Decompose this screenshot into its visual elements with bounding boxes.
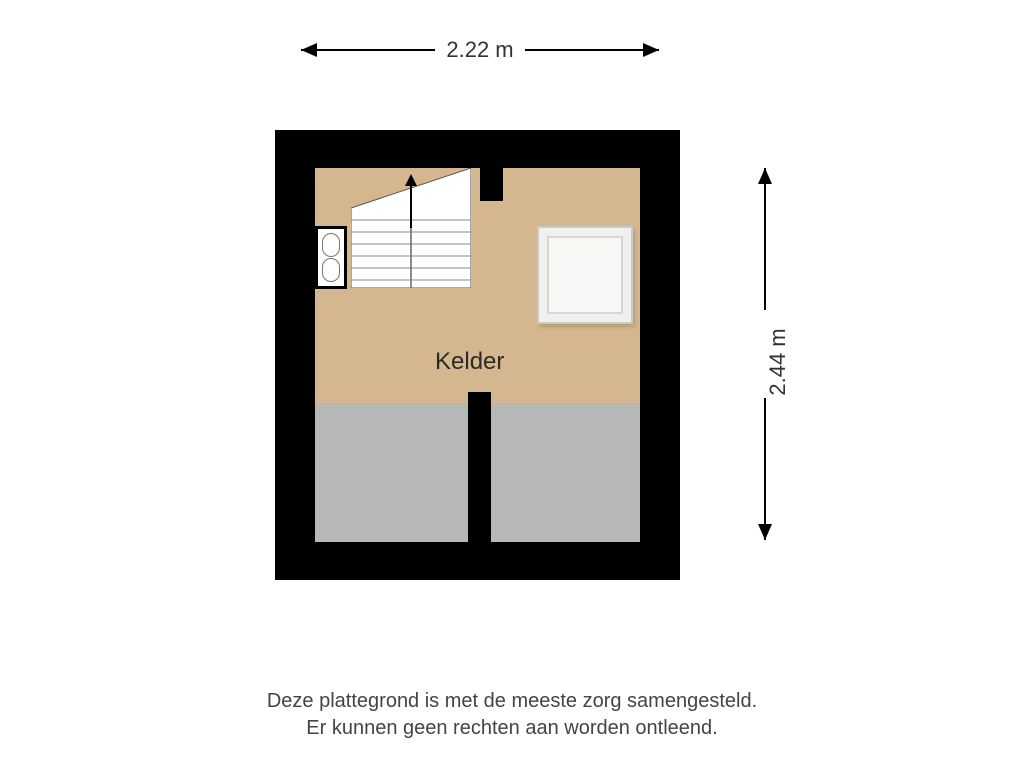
panel-slot-2: [322, 258, 340, 282]
floorplan-stage: 2.22 m 2.44 m: [0, 0, 1024, 768]
wall-pillar-bottom: [468, 392, 491, 542]
staircase: [351, 168, 471, 288]
caption-line-1: Deze plattegrond is met de meeste zorg s…: [267, 690, 757, 712]
room-label: Kelder: [435, 348, 504, 376]
dimension-right-label: 2.44 m: [765, 317, 791, 407]
electrical-panel: [315, 226, 347, 289]
wall-stub-top: [480, 168, 503, 201]
panel-slot-1: [322, 233, 340, 257]
caption: Deze plattegrond is met de meeste zorg s…: [0, 688, 1024, 742]
appliance-door: [547, 236, 623, 314]
caption-line-2: Er kunnen geen rechten aan worden ontlee…: [306, 717, 717, 739]
appliance: [537, 226, 633, 324]
